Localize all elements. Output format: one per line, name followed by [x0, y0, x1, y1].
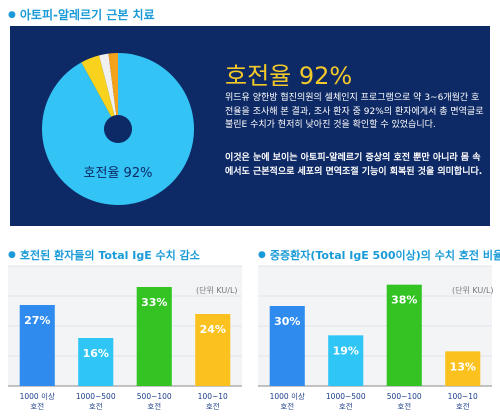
donut-center-label: 호전율 92%: [84, 166, 153, 181]
bar-value-label: 13%: [450, 360, 476, 373]
bar: [269, 306, 305, 386]
bar: [19, 305, 55, 386]
bar: [78, 338, 114, 386]
x-tick-label: 호전: [339, 401, 353, 411]
pie-slice: [108, 53, 118, 116]
bar-value-label: 24%: [200, 323, 226, 336]
pie-slice: [99, 53, 117, 116]
bar: [195, 314, 231, 386]
x-tick-label: 1000~500: [326, 392, 366, 401]
pie-slice: [81, 55, 115, 117]
x-tick-label: 100~10: [448, 392, 478, 401]
x-tick-label: 호전: [456, 401, 470, 411]
bar: [445, 351, 481, 386]
x-tick-label: 호전: [89, 401, 103, 411]
unit-label: (단위 KU/L): [196, 286, 238, 295]
bar-value-label: 16%: [83, 347, 109, 360]
x-tick-label: 호전: [30, 401, 44, 411]
bar: [386, 284, 422, 386]
section-title-top: ● 아토피-알레르기 근본 치료: [8, 6, 155, 23]
x-tick-label: 500~100: [137, 392, 172, 401]
bullet-icon: ●: [8, 10, 16, 20]
chart-title-text: 호전된 환자들의 Total IgE 수치 감소: [19, 249, 200, 262]
bar-value-label: 38%: [391, 294, 417, 307]
bar: [136, 287, 172, 386]
bullet-icon: ●: [258, 250, 266, 260]
result-panel: 호전율 92% 호전율 92% 위드유 양한방 협진의원의 셀체인지 프로그램으…: [10, 26, 490, 226]
section-title-text: 아토피-알레르기 근본 치료: [19, 8, 155, 22]
x-tick-label: 1000 이상: [20, 391, 55, 401]
x-tick-label: 호전: [280, 401, 294, 411]
donut-chart: 호전율 92%: [41, 53, 195, 205]
x-tick-label: 호전: [397, 401, 411, 411]
ige-decrease-chart: 27% 1000 이상 호전 16% 1000~500 호전 33% 500~100 호전 24%…: [8, 258, 242, 419]
bar-value-label: 33%: [141, 296, 167, 309]
chart-title-text: 중증환자(Total IgE 500이상)의 수치 호전 비율: [269, 249, 500, 262]
bullet-icon: ●: [8, 250, 16, 260]
bar-value-label: 30%: [274, 315, 300, 328]
pie-slice: [41, 53, 195, 205]
bar-value-label: 27%: [24, 314, 50, 327]
x-tick-label: 500~100: [387, 392, 422, 401]
chart-title-ige-decrease: ● 호전된 환자들의 Total IgE 수치 감소: [8, 247, 200, 263]
bar-value-label: 19%: [333, 344, 359, 357]
improvement-heading: 호전율 92%: [225, 62, 353, 90]
x-tick-label: 호전: [147, 401, 161, 411]
result-paragraph: 위드유 양한방 협진의원의 셀체인지 프로그램으로 약 3~6개월간 호전율을 …: [225, 93, 484, 130]
x-tick-label: 호전: [206, 401, 220, 411]
meaning-paragraph: 이것은 눈에 보이는 아토피-알레르기 증상의 호전 뿐만 아니라 몸 속에서도…: [225, 153, 483, 177]
severe-patient-chart: 30% 1000 이상 호전 19% 1000~500 호전 38% 500~100 호전 13%…: [258, 258, 492, 419]
unit-label: (단위 KU/L): [452, 286, 494, 295]
x-tick-label: 1000~500: [76, 392, 116, 401]
x-tick-label: 1000 이상: [270, 391, 305, 401]
chart-title-severe: ● 중증환자(Total IgE 500이상)의 수치 호전 비율: [258, 247, 500, 263]
x-tick-label: 100~10: [198, 392, 228, 401]
bar: [328, 335, 364, 386]
